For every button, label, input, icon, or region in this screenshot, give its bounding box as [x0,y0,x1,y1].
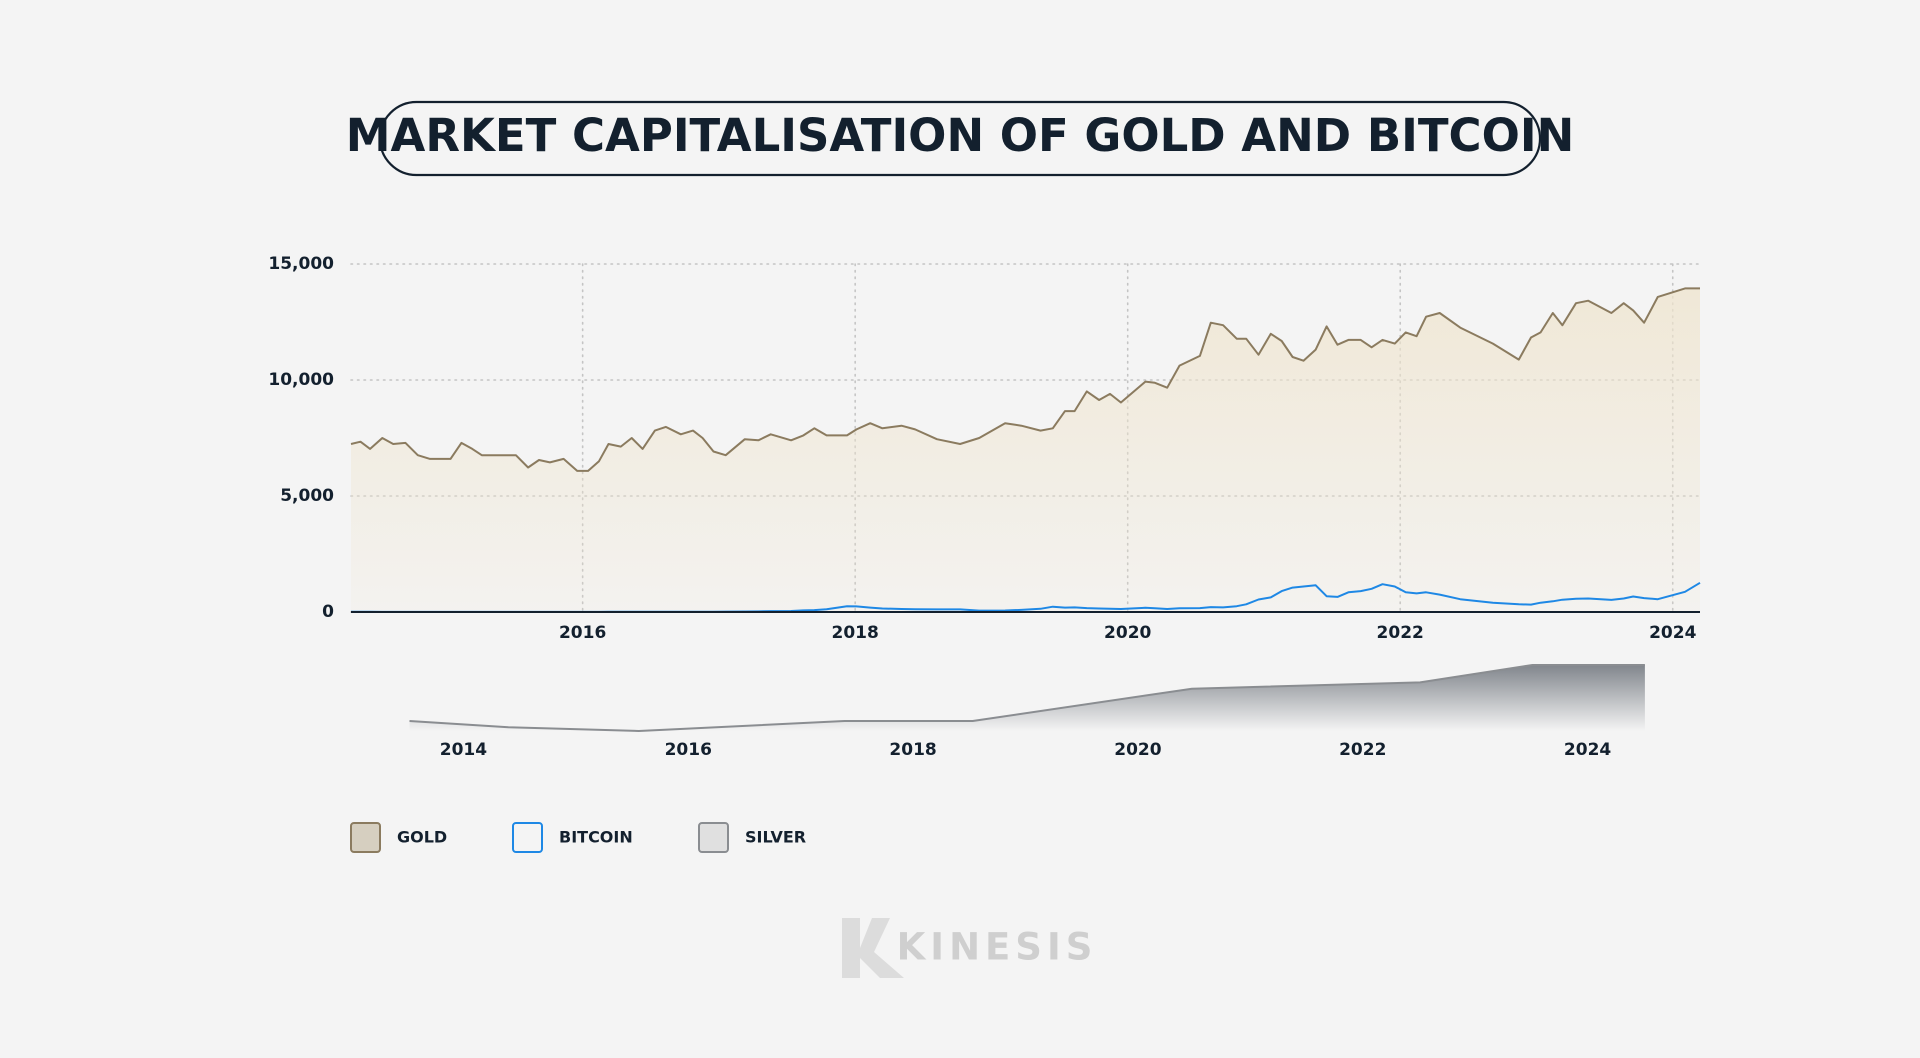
y-tick-label: 0 [322,602,334,622]
x-tick-label: 2018 [889,740,936,760]
x-tick-label: 2024 [1649,623,1696,643]
main-plot: 0 5,000 10,000 15,000 2016 2018 2020 2022 2024 [268,254,1701,643]
navigator: 2014 2016 2018 2020 2022 2024 [409,664,1645,760]
legend-label: GOLD [397,828,447,847]
x-tick-label: 2020 [1114,740,1161,760]
x-tick-label: 2016 [665,740,712,760]
chart-title: MARKET CAPITALISATION OF GOLD AND BITCOI… [346,109,1575,162]
legend-swatch [698,822,729,853]
legend-swatch [350,822,381,853]
x-tick-label: 2022 [1377,623,1424,643]
x-tick-label: 2018 [832,623,879,643]
y-tick-label: 15,000 [268,254,334,274]
series-line [409,664,1645,732]
series-line [350,287,1700,472]
x-tick-label: 2024 [1564,740,1611,760]
title-frame [378,100,1542,177]
legend-label: SILVER [745,828,806,847]
x-tick-label: 2022 [1339,740,1386,760]
legend: GOLD BITCOIN SILVER [350,822,806,853]
x-tick-label: 2016 [559,623,606,643]
y-tick-label: 10,000 [268,370,334,390]
x-tick-label: 2014 [440,740,487,760]
area-fill [409,665,1645,731]
x-tick-label: 2020 [1104,623,1151,643]
brand-text: KINESIS [897,926,1098,969]
y-tick-label: 5,000 [280,486,334,506]
legend-swatch [512,822,543,853]
brand-logo [842,918,904,978]
logo-mark [842,918,904,978]
legend-label: BITCOIN [559,828,633,847]
area-fill [351,288,1700,612]
